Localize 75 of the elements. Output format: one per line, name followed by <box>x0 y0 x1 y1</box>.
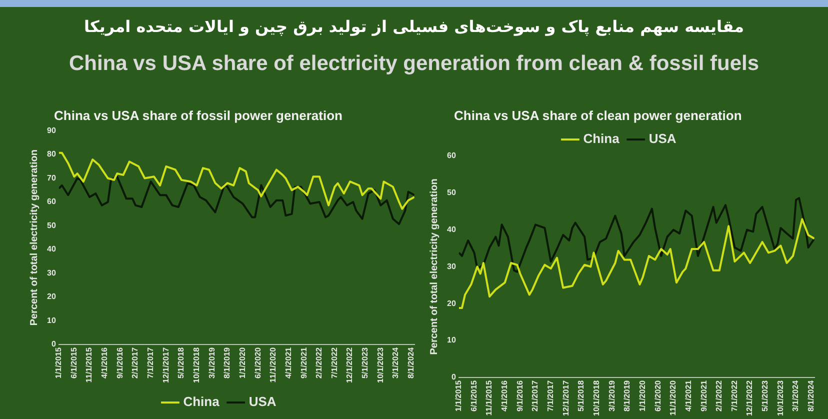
x-tick-label: 7/1/2022 <box>330 346 339 379</box>
x-tick-label: 1/1/2020 <box>638 380 647 412</box>
y-tick-label: 40 <box>446 225 456 234</box>
x-tick-label: 10/1/2018 <box>192 346 202 384</box>
x-tick-label: 1/1/2015 <box>54 346 64 379</box>
x-tick-label: 6/1/2020 <box>253 346 262 379</box>
x-tick-label: 1/1/2015 <box>454 380 464 412</box>
y-tick-label: 20 <box>46 292 56 302</box>
x-tick-label: 10/1/2023 <box>776 380 785 416</box>
y-axis-title: Percent of total electricity generation <box>428 178 440 355</box>
y-tick-label: 50 <box>46 220 56 230</box>
x-tick-label: 9/1/2021 <box>699 380 708 412</box>
x-tick-label: 5/1/2023 <box>760 380 770 412</box>
x-tick-label: 7/1/2017 <box>546 380 556 412</box>
y-tick-label: 40 <box>46 244 56 254</box>
x-tick-label: 3/1/2019 <box>207 346 216 379</box>
y-tick-label: 10 <box>46 316 56 325</box>
y-tick-label: 20 <box>446 298 456 308</box>
y-tick-label: 50 <box>446 188 456 198</box>
x-tick-label: 2/1/2022 <box>314 346 324 379</box>
x-tick-label: 8/1/2019 <box>222 346 232 379</box>
y-tick-label: 30 <box>446 262 456 271</box>
x-tick-label: 5/1/2018 <box>576 380 586 412</box>
y-tick-label: 10 <box>446 336 456 345</box>
y-axis-title: Percent of total electricity generation <box>28 150 40 326</box>
x-tick-label: 9/1/2016 <box>115 346 124 379</box>
legend-label: China <box>183 394 220 410</box>
x-tick-label: 6/1/2020 <box>653 380 662 412</box>
x-tick-label: 11/1/2020 <box>668 380 678 416</box>
x-tick-label: 3/1/2024 <box>391 346 400 379</box>
y-tick-label: 30 <box>46 268 56 278</box>
y-tick-label: 80 <box>46 150 56 159</box>
x-tick-label: 5/1/2023 <box>360 346 370 379</box>
x-tick-label: 2/1/2017 <box>530 380 540 412</box>
text: China vs USA share of electricity generation from clean & fossil fuels <box>68 52 760 76</box>
x-tick-label: 10/1/2023 <box>376 346 385 384</box>
y-tick-label: 0 <box>451 372 456 382</box>
x-tick-label: 5/1/2018 <box>176 346 186 379</box>
x-tick-label: 11/1/2015 <box>84 346 94 383</box>
y-tick-label: 70 <box>46 173 56 182</box>
x-tick-label: 4/1/2021 <box>284 346 293 379</box>
x-tick-label: 7/1/2017 <box>146 346 156 379</box>
text: مقایسه سهم منابع پاک و سوخت‌های فسیلی از تولید برق چین و ایالات متحده امریکا <box>83 17 745 36</box>
x-tick-label: 11/1/2020 <box>268 346 278 383</box>
x-tick-label: 9/1/2021 <box>299 346 308 379</box>
x-tick-label: 8/1/2024 <box>406 346 416 379</box>
legend-label: USA <box>248 394 277 410</box>
x-tick-label: 8/1/2024 <box>806 380 816 412</box>
x-tick-label: 3/1/2019 <box>607 380 616 412</box>
x-tick-label: 1/1/2020 <box>238 346 247 379</box>
y-tick-label: 90 <box>46 126 56 136</box>
x-tick-label: 9/1/2016 <box>515 380 524 412</box>
x-tick-label: 3/1/2024 <box>791 380 800 412</box>
x-tick-label: 2/1/2022 <box>714 380 724 412</box>
x-tick-label: 12/1/2017 <box>161 346 170 384</box>
y-tick-label: 0 <box>51 340 56 349</box>
chart-title: China vs USA share of clean power generation <box>453 108 743 123</box>
legend-label: China <box>583 131 620 146</box>
x-tick-label: 10/1/2018 <box>592 380 602 416</box>
x-tick-label: 6/1/2015 <box>469 380 478 412</box>
x-tick-label: 8/1/2019 <box>622 380 632 412</box>
y-tick-label: 60 <box>446 151 456 160</box>
x-tick-label: 6/1/2015 <box>69 346 78 379</box>
x-tick-label: 4/1/2016 <box>100 346 110 379</box>
x-tick-label: 12/1/2022 <box>745 380 754 416</box>
x-tick-label: 4/1/2021 <box>684 380 693 412</box>
x-tick-label: 4/1/2016 <box>500 380 510 412</box>
legend-label: USA <box>648 131 677 146</box>
x-tick-label: 12/1/2017 <box>561 380 570 416</box>
x-tick-label: 2/1/2017 <box>130 346 140 379</box>
y-tick-label: 60 <box>46 197 56 206</box>
chart-title: China vs USA share of fossil power generation <box>53 108 344 123</box>
x-tick-label: 11/1/2015 <box>484 380 494 416</box>
x-tick-label: 12/1/2022 <box>345 346 354 384</box>
x-tick-label: 7/1/2022 <box>730 380 739 412</box>
